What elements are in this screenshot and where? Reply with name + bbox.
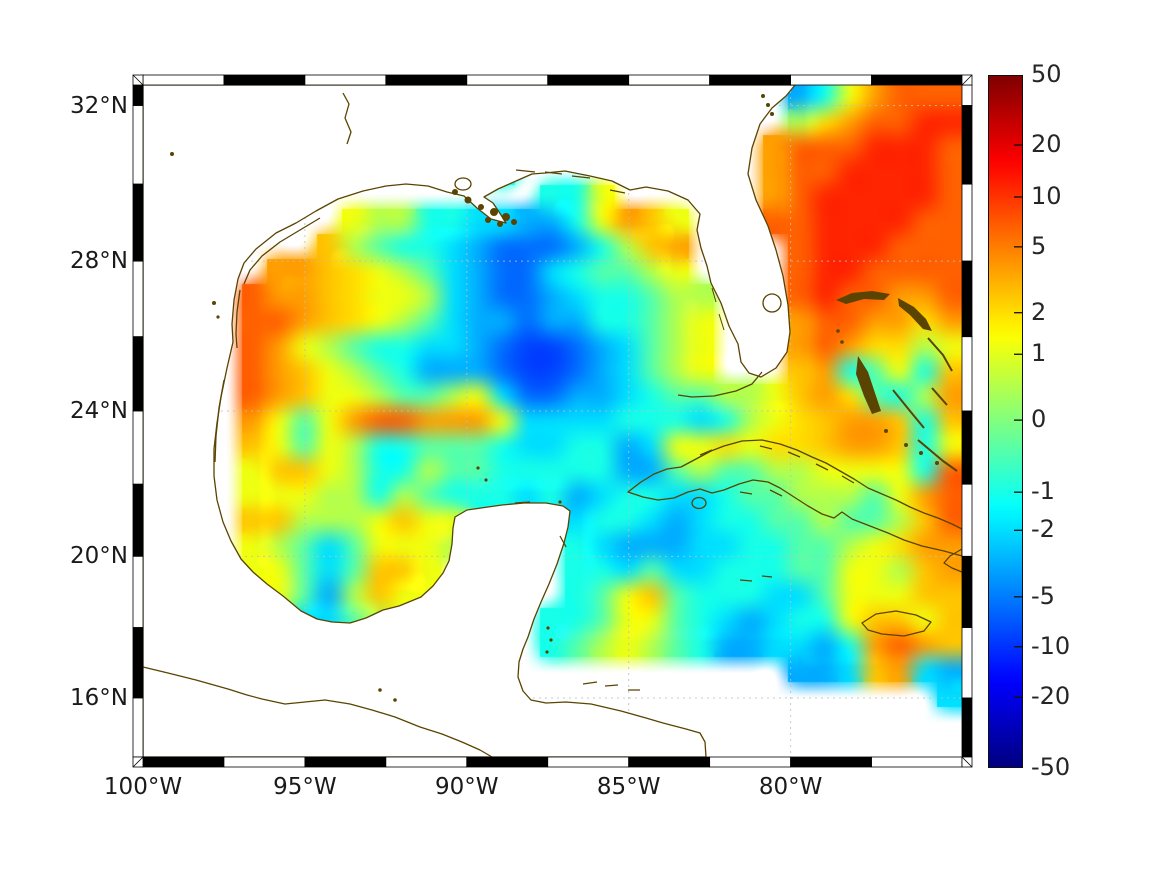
x-tick-label: 100°W — [103, 774, 183, 800]
y-tick-label: 28°N — [70, 248, 128, 275]
frame-segment-left — [132, 410, 144, 485]
colorbar-tick-label: -5 — [1031, 581, 1055, 610]
frame-corner-bevel — [961, 74, 973, 86]
colorbar-tick-label: -1 — [1031, 477, 1055, 506]
colorbar-tick-label: -10 — [1031, 631, 1071, 660]
colorbar-tick-label: -2 — [1031, 515, 1055, 544]
frame-segment-right — [961, 260, 973, 338]
frame-segment-top — [547, 74, 630, 86]
frame-segment-bottom — [871, 756, 963, 768]
frame-segment-left — [132, 260, 144, 338]
frame-segment-right — [961, 483, 973, 557]
frame-segment-right — [961, 627, 973, 699]
x-tick-label: 90°W — [435, 774, 499, 800]
frame-segment-bottom — [142, 756, 225, 768]
frame-segment-left — [132, 555, 144, 628]
x-tick-label: 80°W — [758, 774, 823, 800]
frame-segment-top — [142, 74, 225, 86]
frame-segment-top — [871, 74, 963, 86]
x-tick-label: 95°W — [273, 774, 337, 800]
colorbar-tick-label: 10 — [1031, 181, 1062, 210]
frame-segment-right — [961, 336, 973, 412]
frame-segment-top — [466, 74, 549, 86]
frame-segment-left — [132, 697, 144, 758]
frame-segment-bottom — [790, 756, 872, 768]
frame-segment-left — [132, 84, 144, 106]
frame-segment-right — [961, 697, 973, 758]
frame-segment-right — [961, 555, 973, 628]
frame-segment-bottom — [304, 756, 387, 768]
frame-segment-top — [790, 74, 872, 86]
colorbar-tick-label: -50 — [1031, 753, 1071, 781]
frame-segment-left — [132, 336, 144, 412]
colorbar-tick-label: -20 — [1031, 682, 1071, 711]
colorbar-tick-label: 1 — [1031, 339, 1047, 368]
frame-segment-top — [304, 74, 387, 86]
frame-segment-right — [961, 84, 973, 106]
frame-segment-bottom — [466, 756, 549, 768]
frame-segment-bottom — [385, 756, 468, 768]
y-tick-label: 16°N — [70, 685, 128, 711]
y-tick-label: 20°N — [70, 543, 128, 570]
frame-segment-bottom — [223, 756, 306, 768]
colorbar-tick-label: 0 — [1031, 405, 1047, 434]
frame-corner-bevel — [132, 74, 144, 86]
frame-corner — [961, 74, 973, 86]
frame-corner — [961, 756, 973, 768]
frame-segment-right — [961, 183, 973, 262]
frame-segment-bottom — [628, 756, 711, 768]
frame-segment-right — [961, 105, 973, 185]
y-tick-label: 24°N — [70, 398, 128, 425]
frame-corner-bevel — [132, 756, 144, 768]
frame-segment-left — [132, 105, 144, 185]
colorbar-tick-label: 2 — [1031, 297, 1047, 326]
colorbar-tick-label: 50 — [1031, 60, 1062, 88]
frame-segment-bottom — [547, 756, 630, 768]
frame-segment-top — [223, 74, 306, 86]
colorbar-tick-label: 5 — [1031, 231, 1047, 260]
frame-segment-right — [961, 410, 973, 485]
frame-corner — [132, 756, 144, 768]
colorbar — [988, 75, 1023, 768]
frame-corner-bevel — [961, 756, 973, 768]
frame-corner — [132, 74, 144, 86]
colorbar-tick-label: 20 — [1031, 129, 1062, 158]
data-field-canvas — [143, 85, 962, 757]
frame-segment-top — [709, 74, 792, 86]
frame-segment-bottom — [709, 756, 792, 768]
x-tick-label: 85°W — [596, 774, 661, 800]
frame-segment-left — [132, 183, 144, 262]
y-tick-label: 32°N — [70, 92, 128, 119]
frame-segment-left — [132, 483, 144, 557]
frame-segment-top — [385, 74, 468, 86]
frame-segment-left — [132, 627, 144, 699]
frame-segment-top — [628, 74, 711, 86]
